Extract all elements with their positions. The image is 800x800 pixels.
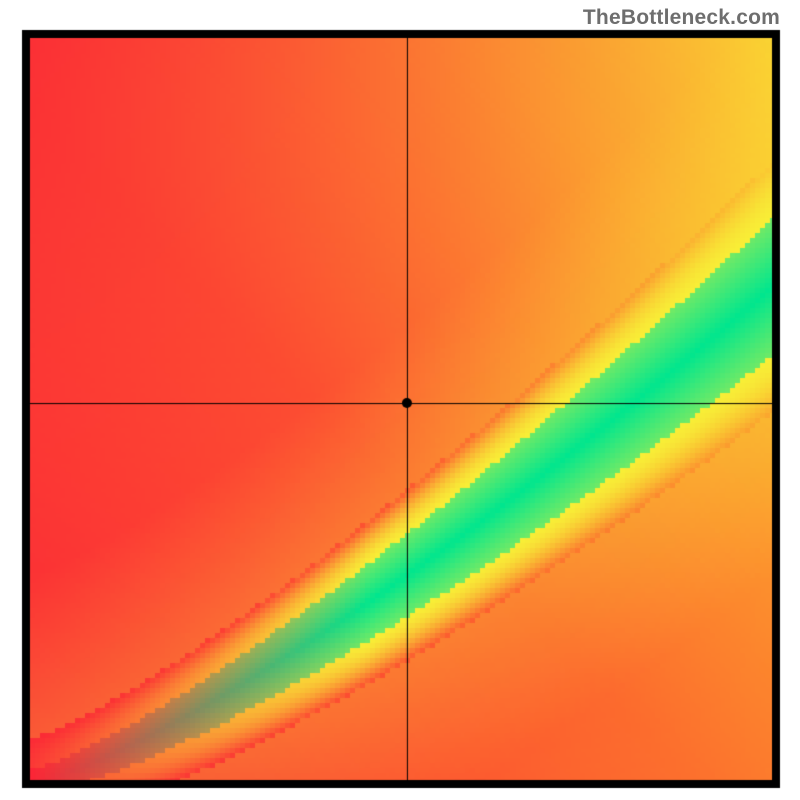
watermark-text: TheBottleneck.com bbox=[583, 6, 780, 30]
chart-container: TheBottleneck.com bbox=[0, 0, 800, 800]
heatmap-canvas bbox=[0, 0, 800, 800]
